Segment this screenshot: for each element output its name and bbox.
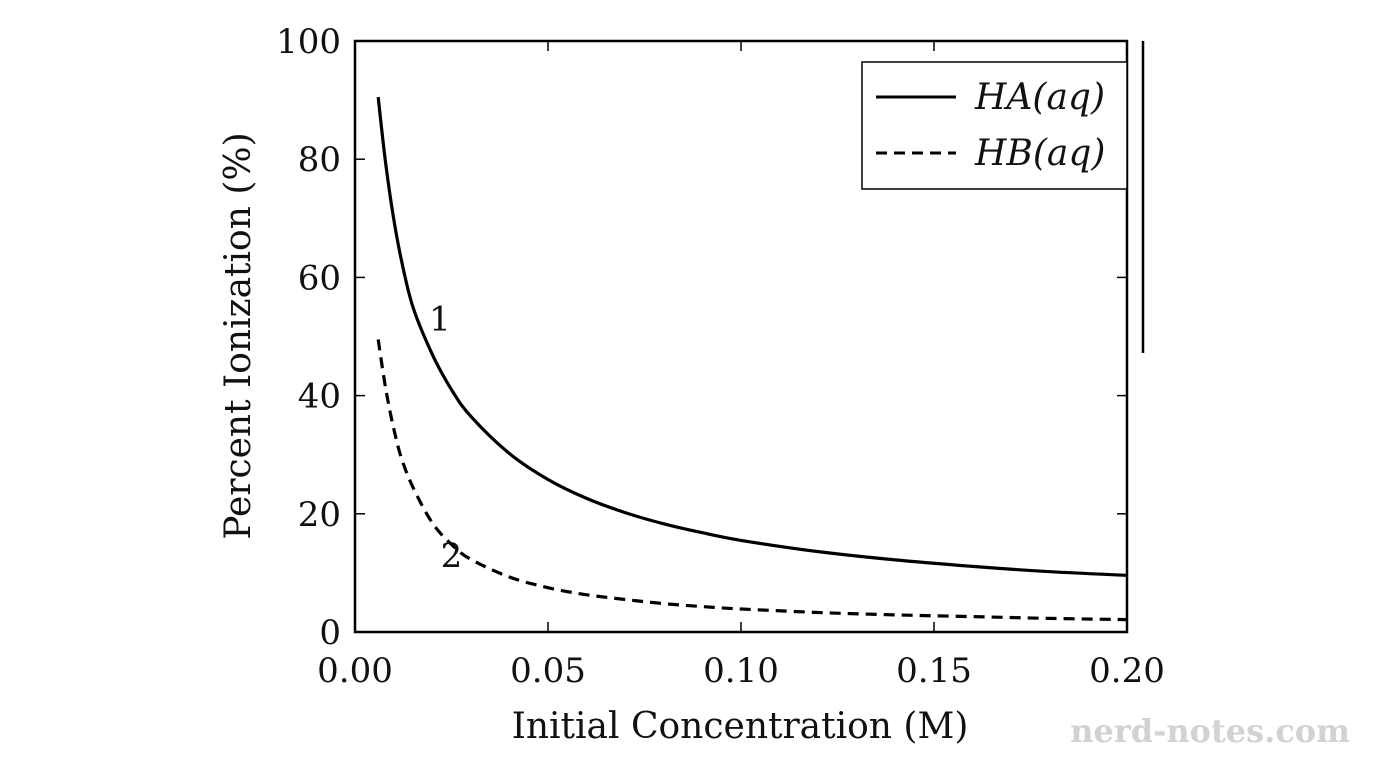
legend: HA(aq) HB(aq) bbox=[861, 61, 1128, 190]
x-tick-labels: 0.00 0.05 0.10 0.15 0.20 bbox=[317, 651, 1165, 691]
series-line-ha bbox=[376, 96, 1128, 577]
series-line-hb bbox=[376, 339, 1128, 622]
y-tick-label: 80 bbox=[298, 140, 341, 180]
curve-label-1: 1 bbox=[429, 300, 451, 340]
curve-label-2: 2 bbox=[441, 536, 463, 576]
y-tick-label: 100 bbox=[276, 22, 341, 62]
legend-label-hb: HB(aq) bbox=[974, 133, 1105, 174]
curve-labels: 12 bbox=[429, 300, 462, 576]
x-tick-label: 0.05 bbox=[510, 651, 586, 691]
y-tick-label: 40 bbox=[298, 377, 341, 417]
y-tick-labels: 0 20 40 60 80 100 bbox=[276, 22, 341, 653]
y-axis-title: Percent Ionization (%) bbox=[218, 132, 259, 539]
x-tick-label: 0.20 bbox=[1089, 651, 1165, 691]
x-tick-label: 0.10 bbox=[703, 651, 779, 691]
x-tick-label: 0.15 bbox=[896, 651, 972, 691]
y-tick-label: 20 bbox=[298, 495, 341, 535]
legend-label-ha: HA(aq) bbox=[974, 77, 1105, 118]
series-lines bbox=[376, 96, 1128, 622]
x-tick-label: 0.00 bbox=[317, 651, 393, 691]
x-axis-title: Initial Concentration (M) bbox=[512, 706, 969, 747]
y-tick-label: 60 bbox=[298, 258, 341, 298]
y-tick-label: 0 bbox=[319, 613, 341, 653]
watermark: nerd-notes.com bbox=[1070, 712, 1350, 750]
legend-box bbox=[861, 61, 1128, 190]
